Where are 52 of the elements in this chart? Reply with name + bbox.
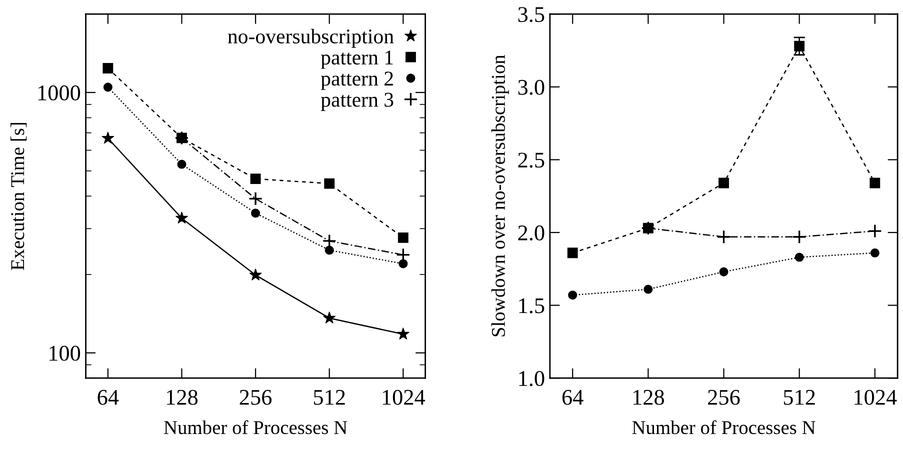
y-tick-label: 1.5 bbox=[519, 298, 544, 314]
point bbox=[102, 63, 114, 74]
legend-label: pattern 1 bbox=[320, 50, 393, 69]
point bbox=[870, 248, 880, 258]
point bbox=[177, 160, 186, 169]
point bbox=[398, 232, 408, 243]
point bbox=[568, 290, 578, 300]
y-tick-label: 1000 bbox=[38, 85, 80, 100]
x-axis-title: Number of Processes N bbox=[632, 420, 816, 434]
y-tick-label: 3.5 bbox=[518, 7, 544, 22]
point bbox=[398, 259, 408, 268]
y-axis-title: Slowdown over no-oversubscription bbox=[491, 54, 509, 336]
x-tick-label: 1024 bbox=[854, 390, 897, 405]
x-axis-title: Number of Processes N bbox=[164, 420, 348, 434]
point bbox=[249, 268, 262, 280]
point bbox=[396, 328, 410, 340]
point bbox=[102, 132, 114, 144]
point bbox=[248, 192, 263, 206]
y-axis-title: Execution Time [s] bbox=[10, 123, 27, 270]
point bbox=[324, 178, 335, 189]
point bbox=[323, 312, 336, 324]
point bbox=[103, 82, 112, 92]
point bbox=[567, 248, 578, 258]
point bbox=[870, 178, 880, 188]
y-tick-label: 100 bbox=[50, 346, 80, 361]
point bbox=[868, 224, 882, 238]
legend-label: pattern 3 bbox=[320, 92, 394, 112]
x-tick-label: 256 bbox=[240, 390, 272, 405]
x-tick-label: 256 bbox=[708, 390, 740, 405]
x-tick-label: 64 bbox=[98, 390, 119, 405]
point bbox=[644, 284, 653, 294]
legend-label: no-oversubscription bbox=[228, 28, 394, 48]
x-tick-label: 512 bbox=[784, 390, 815, 405]
point bbox=[716, 230, 731, 244]
y-tick-label: 3.0 bbox=[518, 80, 544, 95]
point bbox=[794, 252, 804, 262]
point bbox=[718, 178, 729, 188]
point bbox=[175, 212, 188, 224]
point bbox=[324, 246, 334, 255]
point bbox=[251, 208, 260, 218]
x-tick-label: 128 bbox=[167, 390, 198, 405]
x-tick-label: 128 bbox=[633, 390, 664, 405]
x-tick-label: 512 bbox=[314, 390, 345, 405]
y-tick-label: 1.0 bbox=[519, 371, 544, 386]
point bbox=[250, 174, 261, 184]
x-tick-label: 64 bbox=[562, 390, 584, 405]
point bbox=[792, 230, 806, 244]
x-tick-label: 1024 bbox=[382, 390, 426, 405]
point bbox=[719, 267, 728, 276]
legend-label: pattern 2 bbox=[320, 72, 393, 90]
y-tick-label: 2.0 bbox=[518, 225, 544, 241]
y-tick-label: 2.5 bbox=[518, 152, 544, 168]
